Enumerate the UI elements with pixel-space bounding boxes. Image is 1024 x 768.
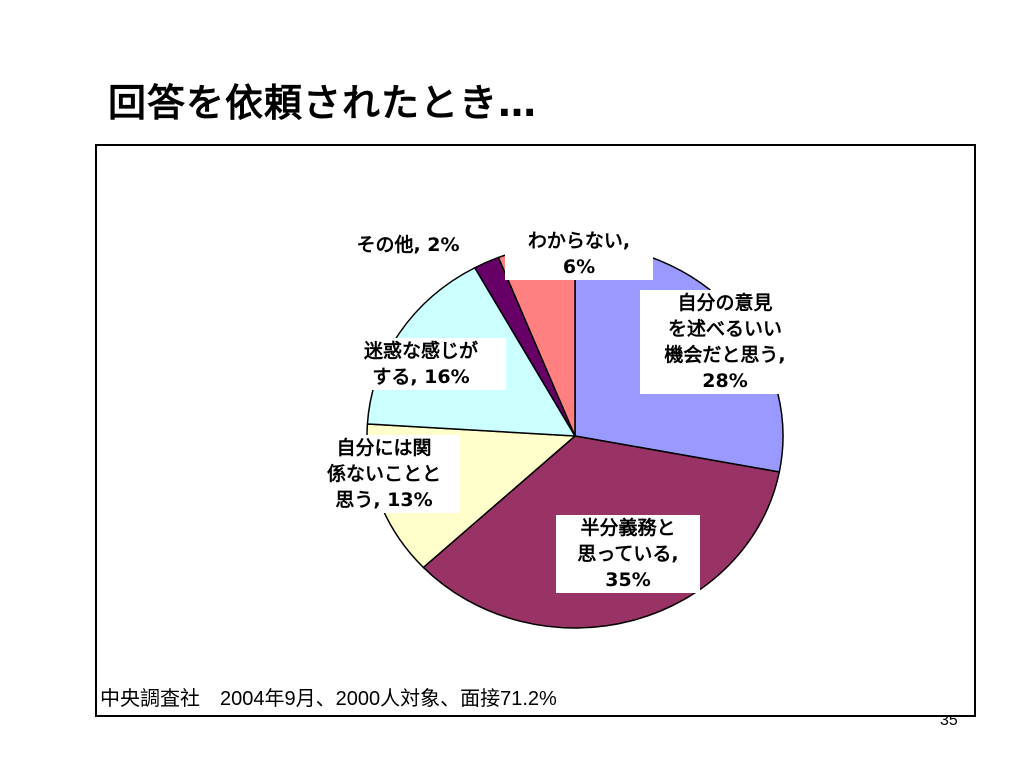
- slice-label-own-opinion: 自分の意見を述べるいい 機会だと思う, 28%: [640, 290, 810, 394]
- slide-title: 回答を依頼されたとき…: [108, 81, 538, 125]
- slice-label-annoying: 迷惑な感じが する, 16%: [336, 338, 506, 390]
- slice-label-line: 半分義務と: [580, 517, 676, 539]
- slice-label-line: 35%: [605, 569, 651, 591]
- slice-label-line: その他, 2%: [356, 234, 460, 256]
- slice-label-line: 28%: [702, 370, 748, 392]
- slide-number: 35: [940, 716, 958, 726]
- slice-label-other: その他, 2%: [338, 232, 478, 258]
- slice-label-line: 思う, 13%: [335, 489, 433, 511]
- slice-label-line: 係ないことと: [326, 463, 441, 485]
- slice-label-line: 自分の意見: [677, 292, 773, 314]
- slice-label-line: 自分には関: [336, 437, 432, 459]
- slice-label-dont-know: わからない, 6%: [505, 228, 653, 280]
- source-note: 中央調査社 2004年9月、2000人対象、面接71.2%: [100, 688, 557, 710]
- slice-label-line: 6%: [562, 256, 596, 278]
- slice-label-line: 迷惑な感じが: [363, 340, 478, 362]
- slice-label-unrelated: 自分には関係ないことと 思う, 13%: [308, 435, 460, 513]
- slice-label-line: 思っている,: [577, 543, 679, 565]
- slice-label-line: を述べるいい: [667, 318, 782, 340]
- slice-label-half-obligation: 半分義務と思っている, 35%: [556, 515, 700, 593]
- slice-label-line: する, 16%: [372, 366, 470, 388]
- slice-label-line: わからない,: [527, 230, 631, 252]
- slice-label-line: 機会だと思う,: [664, 344, 786, 366]
